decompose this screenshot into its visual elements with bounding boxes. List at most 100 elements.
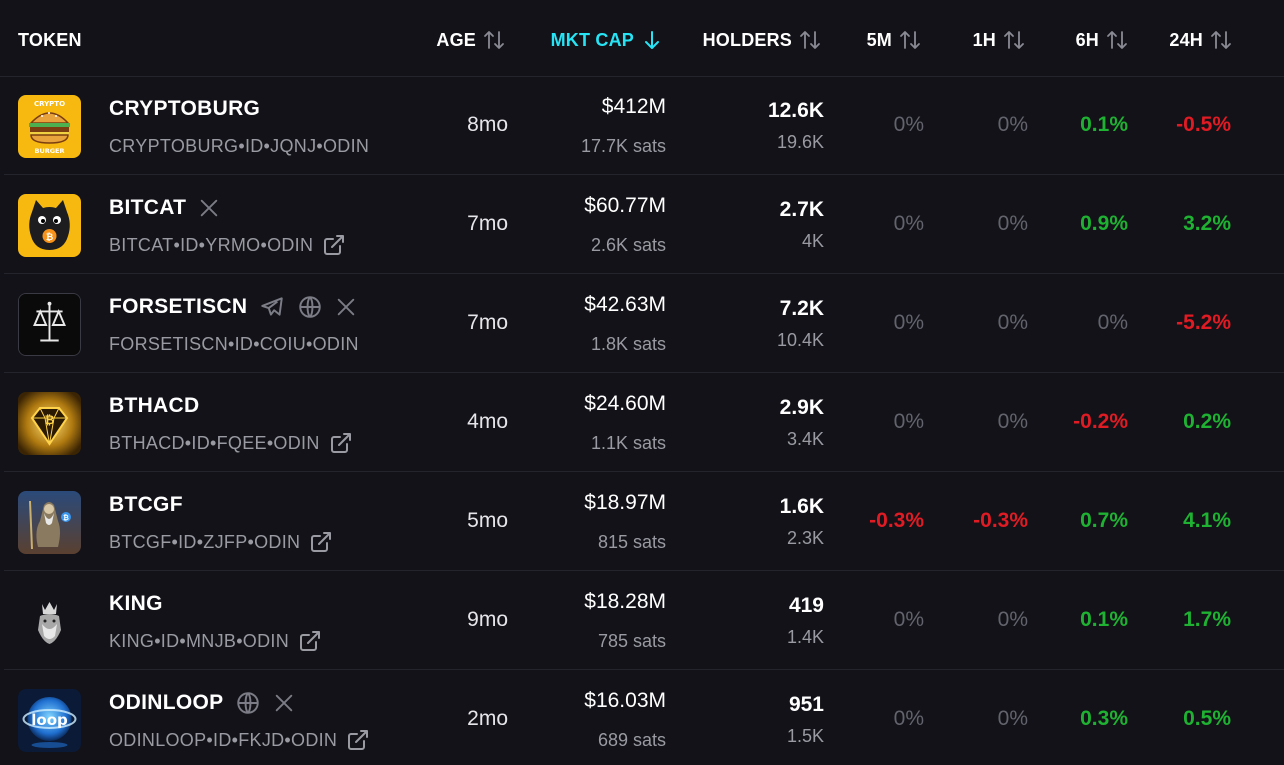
change-6h: -0.2% — [1073, 410, 1128, 433]
token-name[interactable]: CRYPTOBURG — [109, 97, 261, 120]
token-name[interactable]: FORSETISCN — [109, 295, 248, 318]
change-1h: 0% — [997, 311, 1028, 334]
sort-arrows-icon — [1105, 28, 1129, 52]
column-header-token-label: TOKEN — [18, 29, 82, 50]
logo-text: loop — [31, 711, 68, 729]
column-header-6h-label: 6H — [1075, 29, 1099, 50]
column-header-24h-label: 24H — [1169, 29, 1203, 50]
external-link-icon[interactable] — [346, 728, 370, 752]
column-header-6h[interactable]: 6H — [1076, 28, 1129, 52]
x-icon[interactable] — [335, 296, 357, 318]
holders-count: 12.6K — [767, 99, 824, 122]
token-id-text: BITCAT•ID•YRMO•ODIN — [109, 234, 314, 255]
change-5m: 0% — [893, 113, 924, 136]
change-24h: 0.5% — [1183, 707, 1231, 730]
change-6h: 0% — [1097, 311, 1128, 334]
table-row[interactable]: FORSETISCN FORSETISCN•ID•COIU•ODIN 7mo $… — [4, 274, 1284, 373]
token-logo-cryptoburger: CRYPTO BURGER — [18, 95, 81, 158]
external-link-icon[interactable] — [329, 431, 353, 455]
change-6h: 0.9% — [1080, 212, 1128, 235]
token-identifier: BITCAT•ID•YRMO•ODIN — [109, 233, 393, 257]
x-icon[interactable] — [273, 692, 295, 714]
change-5m: 0% — [893, 608, 924, 631]
holders-count: 951 — [788, 693, 824, 716]
table-row[interactable]: ₿ BTCGF BTCGF•ID•ZJFP•ODIN 5mo $18.97M 8… — [4, 472, 1284, 571]
token-id-text: CRYPTOBURG•ID•JQNJ•ODIN — [109, 135, 370, 156]
svg-text:₿: ₿ — [46, 232, 53, 243]
table-header: TOKEN AGE MKT CAP HOLDERS 5M 1H 6H 24H — [0, 0, 1284, 77]
x-icon[interactable] — [198, 197, 220, 219]
market-cap: $60.77M — [584, 194, 666, 217]
holders-total: 1.5K — [786, 726, 824, 746]
token-logo-bthacd: ₿ — [18, 392, 81, 455]
change-24h: -5.2% — [1176, 311, 1231, 334]
change-1h: 0% — [997, 113, 1028, 136]
globe-icon[interactable] — [235, 690, 261, 716]
table-row[interactable]: KING KING•ID•MNJB•ODIN 9mo $18.28M 785 s… — [4, 571, 1284, 670]
holders-total: 4K — [801, 231, 824, 251]
change-24h: 1.7% — [1183, 608, 1231, 631]
change-5m: -0.3% — [869, 509, 924, 532]
price-sats: 17.7K sats — [580, 136, 666, 156]
column-header-holders[interactable]: HOLDERS — [703, 28, 822, 52]
price-sats: 1.1K sats — [590, 433, 666, 453]
market-cap: $18.28M — [584, 590, 666, 613]
change-24h: 3.2% — [1183, 212, 1231, 235]
price-sats: 815 sats — [597, 532, 666, 552]
token-identifier: BTHACD•ID•FQEE•ODIN — [109, 431, 393, 455]
token-logo-btcgf: ₿ — [18, 491, 81, 554]
column-header-24h[interactable]: 24H — [1169, 28, 1233, 52]
holders-total: 2.3K — [786, 528, 824, 548]
table-row[interactable]: ₿ BITCAT BITCAT•ID•YRMO•ODIN 7mo $60.77M… — [4, 175, 1284, 274]
token-id-text: ODINLOOP•ID•FKJD•ODIN — [109, 729, 338, 750]
table-row[interactable]: CRYPTO BURGER CRYPTOBURG CRYPTOBURG•ID•J… — [4, 76, 1284, 175]
market-cap: $412M — [601, 95, 666, 118]
price-sats: 785 sats — [597, 631, 666, 651]
column-header-age[interactable]: AGE — [436, 28, 506, 52]
price-sats: 2.6K sats — [590, 235, 666, 255]
telegram-icon[interactable] — [259, 294, 285, 320]
logo-text-bottom: BURGER — [34, 147, 64, 155]
holders-count: 1.6K — [779, 495, 824, 518]
token-name[interactable]: ODINLOOP — [109, 691, 224, 714]
table-row[interactable]: ₿ BTHACD BTHACD•ID•FQEE•ODIN 4mo $24.60M… — [4, 373, 1284, 472]
token-name[interactable]: BITCAT — [109, 196, 187, 219]
change-1h: 0% — [997, 410, 1028, 433]
change-6h: 0.3% — [1080, 707, 1128, 730]
globe-icon[interactable] — [297, 294, 323, 320]
token-name[interactable]: BTHACD — [109, 394, 200, 417]
holders-count: 2.7K — [779, 198, 824, 221]
token-age: 5mo — [467, 509, 508, 532]
column-header-holders-label: HOLDERS — [702, 29, 792, 50]
external-link-icon[interactable] — [309, 530, 333, 554]
token-id-text: KING•ID•MNJB•ODIN — [109, 630, 290, 651]
change-1h: 0% — [997, 212, 1028, 235]
token-age: 4mo — [467, 410, 508, 433]
change-6h: 0.1% — [1080, 608, 1128, 631]
token-name[interactable]: BTCGF — [109, 493, 183, 516]
external-link-icon[interactable] — [322, 233, 346, 257]
market-cap: $16.03M — [584, 689, 666, 712]
price-sats: 689 sats — [597, 730, 666, 750]
column-header-5m[interactable]: 5M — [867, 28, 922, 52]
external-link-icon[interactable] — [298, 629, 322, 653]
token-age: 2mo — [467, 707, 508, 730]
table-row[interactable]: loop ODINLOOP ODINLOOP•ID•FKJD•ODIN 2mo … — [4, 670, 1284, 765]
token-name-line: BITCAT — [109, 194, 220, 222]
market-cap: $24.60M — [584, 392, 666, 415]
token-name[interactable]: KING — [109, 592, 163, 615]
holders-count: 419 — [788, 594, 824, 617]
sort-arrows-icon — [798, 28, 822, 52]
token-logo-king — [18, 590, 81, 653]
change-1h: 0% — [997, 707, 1028, 730]
change-1h: 0% — [997, 608, 1028, 631]
svg-text:₿: ₿ — [45, 413, 55, 427]
sort-arrows-icon — [898, 28, 922, 52]
sort-arrows-icon — [1209, 28, 1233, 52]
price-sats: 1.8K sats — [590, 334, 666, 354]
column-header-mkt-cap[interactable]: MKT CAP — [551, 28, 664, 52]
holders-total: 19.6K — [776, 132, 824, 152]
token-id-text: BTHACD•ID•FQEE•ODIN — [109, 432, 320, 453]
column-header-1h[interactable]: 1H — [973, 28, 1026, 52]
